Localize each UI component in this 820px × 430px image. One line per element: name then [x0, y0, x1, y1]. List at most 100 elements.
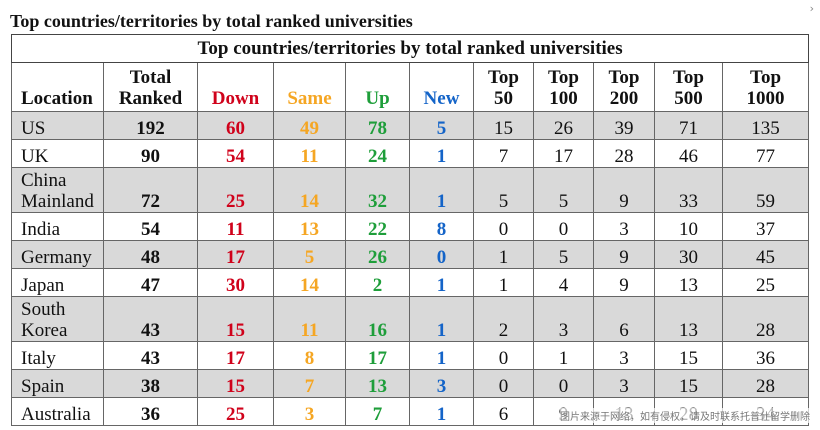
- cell-top-200: 3: [593, 212, 655, 241]
- column-header-text: New: [423, 88, 460, 109]
- cell-top-100: 5: [533, 167, 594, 213]
- column-header-text: Top: [548, 67, 579, 88]
- location-cell: Germany: [11, 240, 104, 269]
- cell-total-ranked: 47: [103, 268, 198, 297]
- column-header-text: Location: [21, 88, 93, 109]
- location-text: China: [21, 170, 67, 191]
- column-header-up: Up: [345, 62, 410, 112]
- cell-total-ranked: 192: [103, 111, 198, 140]
- column-header-top-500: Top 500: [654, 62, 723, 112]
- table-caption: Top countries/territories by total ranke…: [10, 34, 810, 63]
- table-row: Italy 43 17 8 17 1 0 1 3 15 36: [11, 341, 810, 370]
- cell-top-1000: 45: [721, 240, 810, 269]
- cell-up: 17: [345, 341, 410, 370]
- cell-top-200: 6: [593, 296, 655, 342]
- cell-down: 11: [197, 212, 274, 241]
- cell-total-ranked: 36: [103, 397, 198, 426]
- cell-top-100: 5: [533, 240, 594, 269]
- cell-top-500: 15: [654, 341, 723, 370]
- column-header-text: Up: [365, 88, 390, 109]
- cell-top-100: 1: [533, 341, 594, 370]
- chevron-right-icon[interactable]: ›: [809, 2, 814, 15]
- cell-new: 0: [409, 240, 474, 269]
- column-header-text: Top: [673, 67, 704, 88]
- column-header-text: 500: [674, 88, 703, 109]
- cell-down: 25: [197, 167, 274, 213]
- column-header-text: 50: [494, 88, 513, 109]
- cell-top-100: 3: [533, 296, 594, 342]
- cell-same: 5: [273, 240, 346, 269]
- cell-same: 7: [273, 369, 346, 398]
- cell-top-100: 0: [533, 369, 594, 398]
- column-header-top-200: Top 200: [593, 62, 655, 112]
- column-header-top-50: Top 50: [473, 62, 534, 112]
- location-cell: South Korea: [11, 296, 104, 342]
- column-header-text: Same: [287, 88, 332, 109]
- ranking-table: Top countries/territories by total ranke…: [10, 34, 810, 426]
- cell-top-1000: 77: [721, 139, 810, 168]
- cell-same: 49: [273, 111, 346, 140]
- cell-top-50: 0: [473, 212, 534, 241]
- cell-total-ranked: 38: [103, 369, 198, 398]
- location-text: India: [21, 219, 61, 240]
- cell-up: 7: [345, 397, 410, 426]
- cell-top-500: 10: [654, 212, 723, 241]
- cell-up: 22: [345, 212, 410, 241]
- cell-top-50: 7: [473, 139, 534, 168]
- column-header-text: Ranked: [118, 88, 183, 109]
- cell-new: 3: [409, 369, 474, 398]
- column-header-total-ranked: Total Ranked: [103, 62, 198, 112]
- cell-up: 32: [345, 167, 410, 213]
- location-text: Mainland: [21, 191, 94, 212]
- cell-top-50: 1: [473, 268, 534, 297]
- cell-top-500: 30: [654, 240, 723, 269]
- cell-top-200: 3: [593, 341, 655, 370]
- cell-top-500: 33: [654, 167, 723, 213]
- column-header-top-1000: Top 1000: [721, 62, 810, 112]
- cell-down: 15: [197, 296, 274, 342]
- cell-top-500: 13: [654, 268, 723, 297]
- column-header-text: Top: [750, 67, 782, 88]
- cell-top-200: 9: [593, 167, 655, 213]
- cell-new: 1: [409, 167, 474, 213]
- cell-top-1000: 37: [721, 212, 810, 241]
- cell-top-50: 2: [473, 296, 534, 342]
- column-header-text: Top: [488, 67, 519, 88]
- cell-total-ranked: 43: [103, 296, 198, 342]
- table-row: South Korea 43 15 11 16 1 2 3 6 13 28: [11, 296, 810, 342]
- cell-top-1000: 36: [721, 341, 810, 370]
- table-row: Spain 38 15 7 13 3 0 0 3 15 28: [11, 369, 810, 398]
- column-header-text: 100: [549, 88, 578, 109]
- cell-same: 14: [273, 268, 346, 297]
- cell-same: 14: [273, 167, 346, 213]
- location-text: Japan: [21, 275, 65, 296]
- cell-down: 60: [197, 111, 274, 140]
- cell-same: 3: [273, 397, 346, 426]
- cell-down: 17: [197, 341, 274, 370]
- cell-total-ranked: 54: [103, 212, 198, 241]
- column-header-text: 200: [609, 88, 639, 109]
- cell-top-50: 15: [473, 111, 534, 140]
- cell-up: 2: [345, 268, 410, 297]
- cell-top-200: 39: [593, 111, 655, 140]
- cell-top-500: 13: [654, 296, 723, 342]
- cell-new: 1: [409, 397, 474, 426]
- location-text: US: [21, 118, 46, 139]
- cell-top-500: 71: [654, 111, 723, 140]
- cell-up: 16: [345, 296, 410, 342]
- cell-down: 17: [197, 240, 274, 269]
- cell-top-1000: 135: [721, 111, 810, 140]
- cell-top-50: 5: [473, 167, 534, 213]
- cell-up: 78: [345, 111, 410, 140]
- location-text: South: [21, 299, 66, 320]
- location-text: Australia: [21, 404, 91, 425]
- location-cell: Japan: [11, 268, 104, 297]
- table-row: US 192 60 49 78 5 15 26 39 71 135: [11, 111, 810, 140]
- location-text: Germany: [21, 247, 92, 268]
- column-header-location: Location: [11, 62, 104, 112]
- column-header-top-100: Top 100: [533, 62, 594, 112]
- cell-top-1000: 28: [721, 296, 810, 342]
- cell-top-1000: 25: [721, 268, 810, 297]
- cell-new: 1: [409, 139, 474, 168]
- location-cell: UK: [11, 139, 104, 168]
